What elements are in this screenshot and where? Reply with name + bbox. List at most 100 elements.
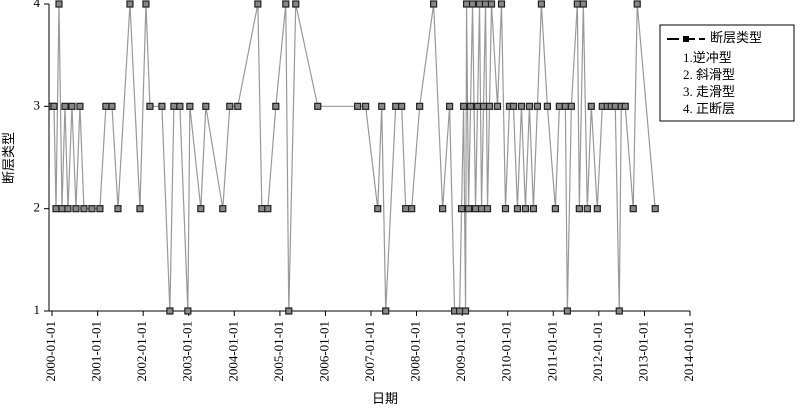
data-point [543, 102, 552, 110]
data-point [114, 205, 122, 213]
data-point [468, 0, 477, 8]
data-point [583, 205, 591, 213]
data-point [61, 102, 69, 110]
data-point [561, 102, 569, 110]
data-point [80, 205, 88, 213]
annotation: 3. 走滑型 [683, 84, 735, 99]
data-point [459, 102, 468, 110]
data-point [587, 102, 595, 110]
data-point [170, 102, 178, 110]
data-point [475, 0, 484, 8]
data-point [537, 0, 546, 8]
data-point [493, 102, 502, 110]
data-point [136, 205, 144, 213]
data-point [462, 0, 471, 8]
data-point [593, 205, 601, 213]
data-point [615, 307, 623, 315]
data-point [457, 205, 466, 213]
data-point [102, 102, 110, 110]
data-point [445, 102, 454, 110]
data-point [146, 102, 154, 110]
data-point [88, 205, 96, 213]
data-point [477, 205, 486, 213]
data-point [471, 205, 480, 213]
data-point [573, 0, 581, 8]
y-axis-label: 断层类型 [1, 132, 16, 184]
data-point [142, 0, 150, 8]
data-point [402, 205, 410, 213]
x-tick-label: 2006-01-01 [316, 321, 331, 382]
data-point [362, 102, 370, 110]
data-point [551, 205, 559, 213]
data-point [76, 102, 84, 110]
data-point [68, 102, 76, 110]
data-point [354, 102, 362, 110]
annotation: 2. 斜滑型 [683, 67, 735, 82]
data-point [621, 102, 629, 110]
data-point [487, 0, 496, 8]
data-point [226, 102, 234, 110]
data-point [497, 0, 506, 8]
data-point [184, 307, 192, 315]
data-point [533, 102, 542, 110]
x-tick-label: 2012-01-01 [590, 321, 605, 382]
data-point [455, 307, 464, 315]
x-tick-label: 2005-01-01 [271, 321, 286, 382]
data-point [292, 0, 300, 8]
data-point [197, 205, 205, 213]
annotation: 1.逆冲型 [683, 50, 732, 65]
data-point [50, 102, 58, 110]
data-point [219, 205, 227, 213]
data-point [258, 205, 266, 213]
data-point [525, 102, 534, 110]
data-point [481, 0, 490, 8]
data-point [513, 205, 522, 213]
data-point [629, 205, 637, 213]
data-point [464, 205, 473, 213]
data-point [408, 205, 416, 213]
y-tick-label: 1 [34, 302, 41, 317]
data-point [479, 102, 488, 110]
y-tick-label: 3 [34, 97, 41, 112]
data-point [483, 205, 492, 213]
data-point [186, 102, 194, 110]
data-point [430, 0, 438, 8]
data-point [575, 205, 583, 213]
legend-marker [683, 36, 689, 42]
data-point [392, 102, 400, 110]
data-point [58, 205, 66, 213]
data-point [96, 205, 104, 213]
data-point [166, 307, 174, 315]
data-point [254, 0, 262, 8]
data-point [555, 102, 563, 110]
data-point [509, 102, 518, 110]
data-point [282, 0, 290, 8]
data-point [382, 307, 390, 315]
data-point [579, 0, 587, 8]
data-point [473, 102, 482, 110]
x-tick-label: 2003-01-01 [180, 321, 195, 382]
data-point [439, 205, 447, 213]
data-point [55, 0, 63, 8]
data-point [314, 102, 322, 110]
y-tick-label: 4 [34, 0, 41, 10]
data-point [517, 102, 526, 110]
data-point [285, 307, 293, 315]
data-point [461, 307, 470, 315]
data-point [272, 102, 280, 110]
x-tick-label: 2004-01-01 [225, 321, 240, 382]
data-point [264, 205, 272, 213]
data-point [234, 102, 242, 110]
x-axis-label: 日期 [372, 391, 398, 406]
data-point [651, 205, 659, 213]
legend-box [659, 24, 795, 122]
data-point [466, 102, 475, 110]
data-point [126, 0, 134, 8]
x-tick-label: 2009-01-01 [453, 321, 468, 382]
data-point [108, 102, 116, 110]
x-tick-label: 2008-01-01 [408, 321, 423, 382]
x-tick-label: 2000-01-01 [43, 321, 58, 382]
x-tick-label: 2007-01-01 [362, 321, 377, 382]
data-point [374, 205, 382, 213]
